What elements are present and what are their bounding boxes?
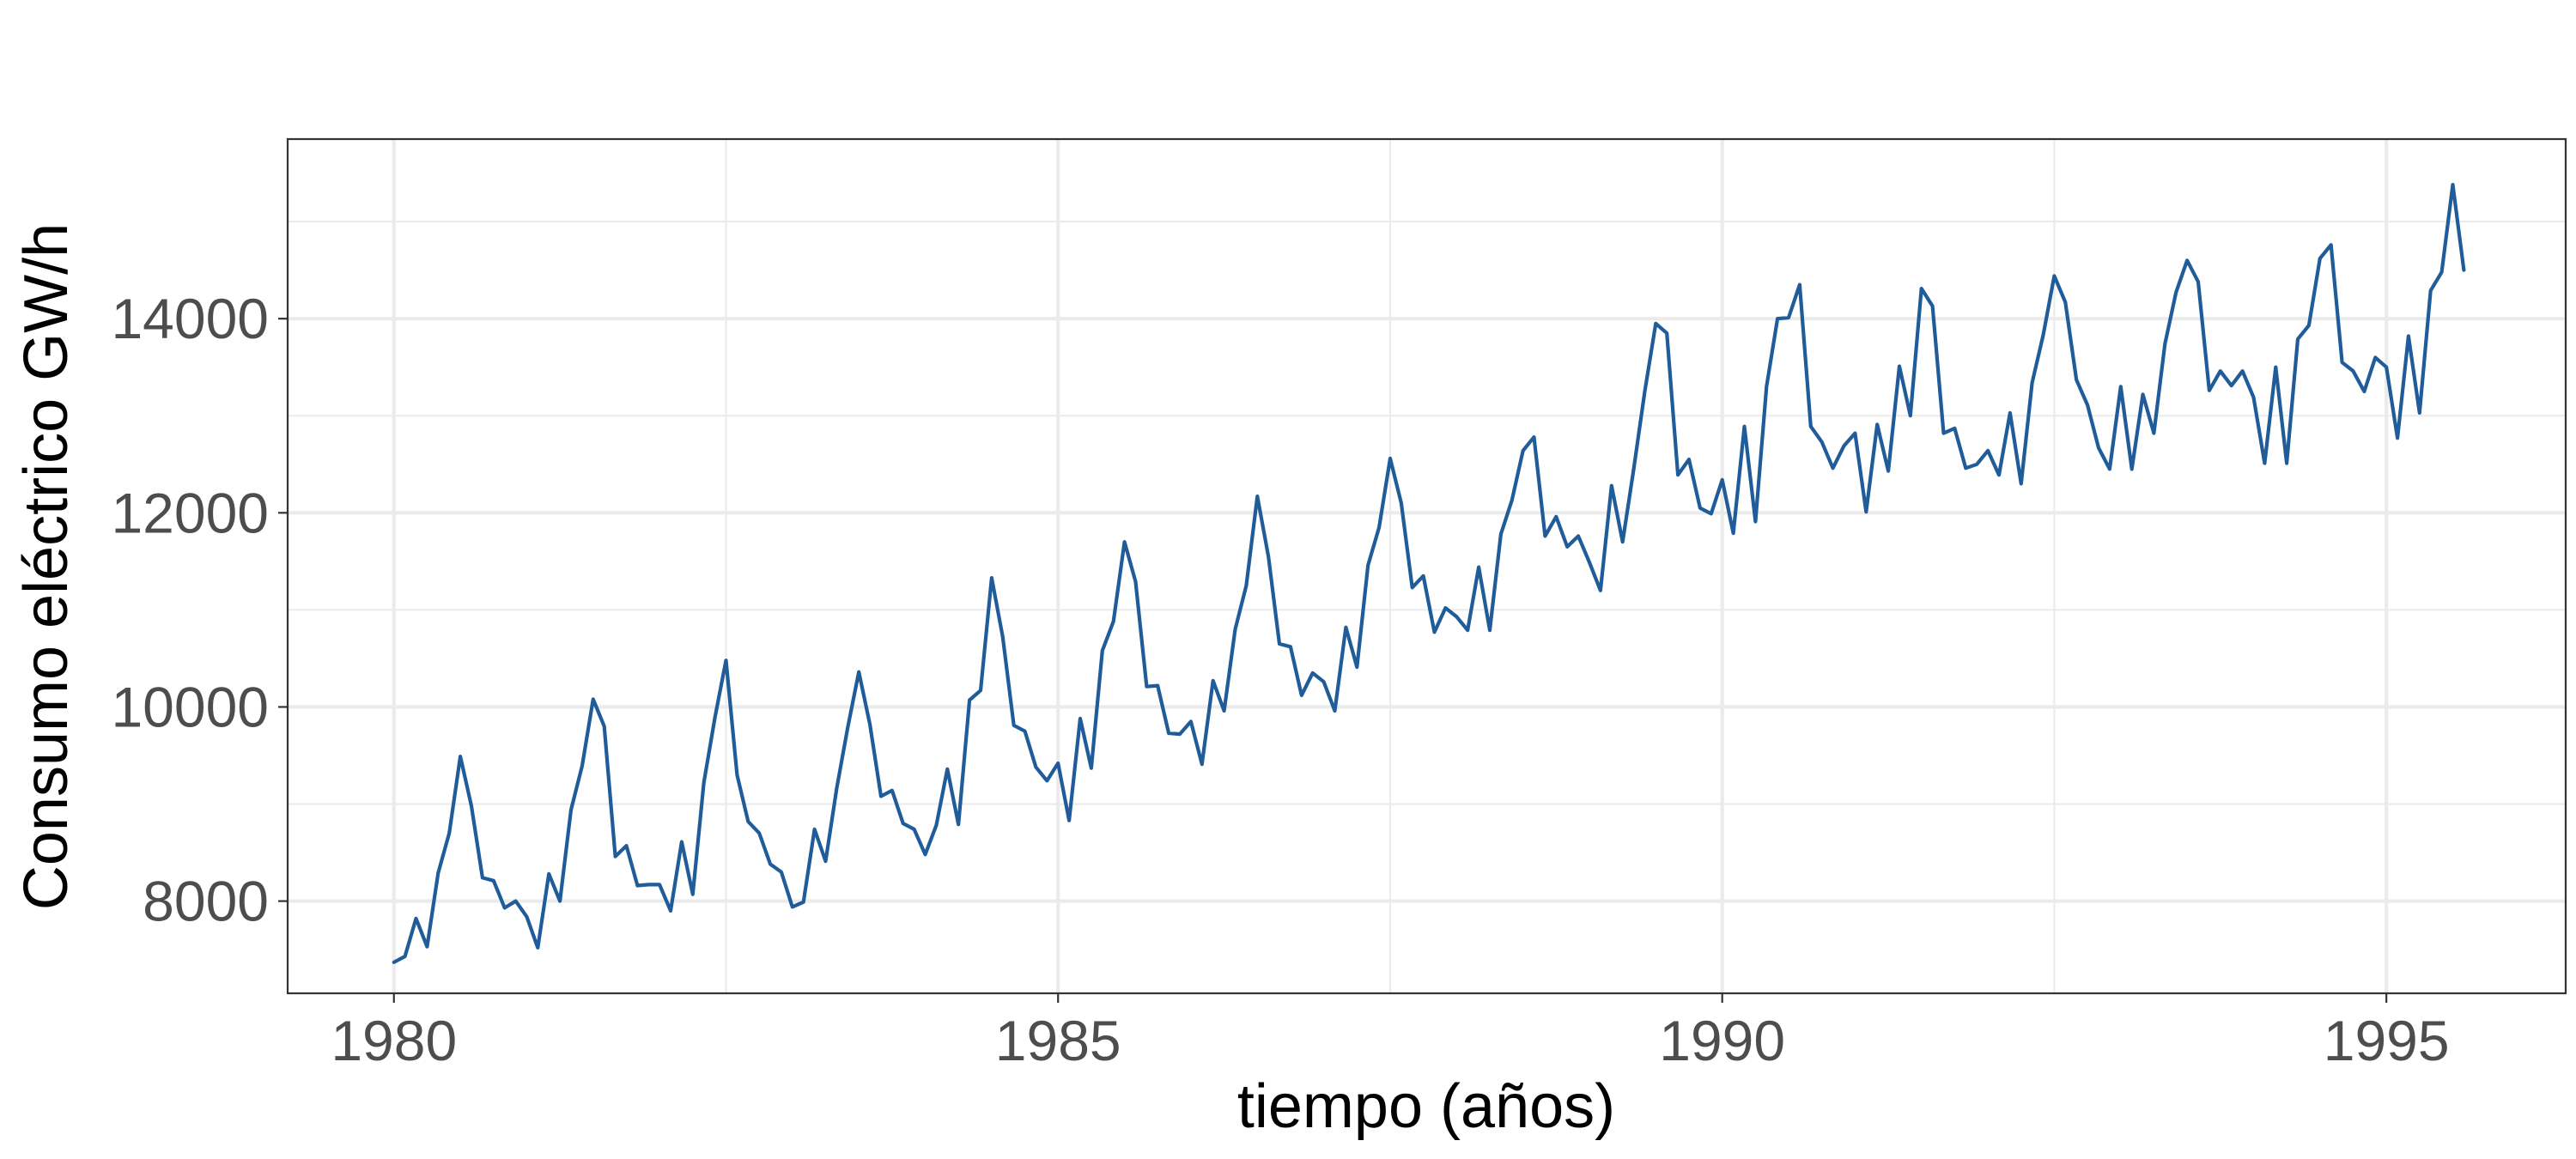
panel-background [288,139,2566,993]
x-tick-label: 1995 [2324,1009,2450,1072]
x-tick-label: 1980 [331,1009,457,1072]
axes-layer: 1980 1985 1990 1995 8000 10000 12000 14000 [111,287,2449,1072]
series-line [392,183,2466,964]
x-axis-title: tiempo (años) [1237,1072,1615,1141]
y-tick-label: 10000 [111,675,269,738]
x-tick-label: 1985 [995,1009,1121,1072]
series-layer [392,183,2466,964]
y-tick-label: 12000 [111,481,269,544]
y-tick-label: 14000 [111,287,269,350]
y-tick-label: 8000 [143,870,269,933]
x-tick-label: 1990 [1659,1009,1785,1072]
y-axis-title: Consumo eléctrico GW/h [12,223,81,910]
panel-border [286,137,2567,995]
